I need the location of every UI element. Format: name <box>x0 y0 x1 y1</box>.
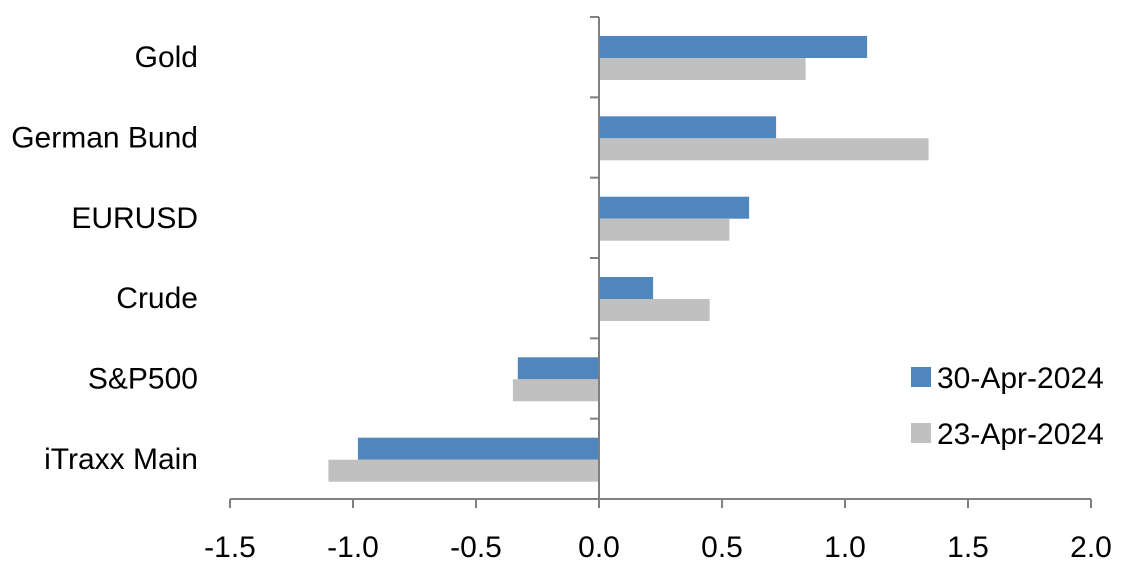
bar-series2-4 <box>512 379 599 402</box>
x-tick-label: -0.5 <box>450 531 502 564</box>
category-labels: Gold German Bund EURUSD Crude S&P500 iTraxx M… <box>11 41 198 476</box>
x-tick-label: 0.0 <box>578 531 620 564</box>
axes-group <box>229 16 1092 508</box>
bar-series1-4 <box>517 357 599 380</box>
legend-swatch <box>911 367 931 387</box>
bar-series2-2 <box>599 218 730 241</box>
category-label: EURUSD <box>71 202 198 235</box>
legend-label: 23-Apr-2024 <box>937 418 1104 451</box>
legend-swatch <box>911 423 931 443</box>
bars-group <box>328 36 929 482</box>
bar-series1-0 <box>599 36 868 58</box>
bar-series1-1 <box>599 116 777 139</box>
x-tick-label: -1.0 <box>327 531 379 564</box>
bar-series2-0 <box>599 58 806 80</box>
category-label: S&P500 <box>88 363 198 396</box>
x-tick-label: 0.5 <box>701 531 743 564</box>
category-label: Gold <box>135 41 198 74</box>
bar-series2-1 <box>599 138 929 161</box>
category-label: iTraxx Main <box>44 443 198 476</box>
legend-label: 30-Apr-2024 <box>937 362 1104 395</box>
x-tick-label: -1.5 <box>204 531 256 564</box>
bar-series1-5 <box>357 437 599 460</box>
bar-series2-3 <box>599 299 710 321</box>
x-tick-labels: -1.5 -1.0 -0.5 0.0 0.5 1.0 1.5 2.0 <box>204 531 1112 564</box>
x-tick-label: 2.0 <box>1070 531 1112 564</box>
category-label: Crude <box>116 282 198 315</box>
x-tick-label: 1.5 <box>947 531 989 564</box>
x-tick-label: 1.0 <box>824 531 866 564</box>
bar-series1-2 <box>599 196 750 219</box>
legend: 30-Apr-2024 23-Apr-2024 <box>911 362 1104 451</box>
category-label: German Bund <box>11 122 198 155</box>
bar-series2-5 <box>328 459 599 482</box>
bar-series1-3 <box>599 277 654 299</box>
